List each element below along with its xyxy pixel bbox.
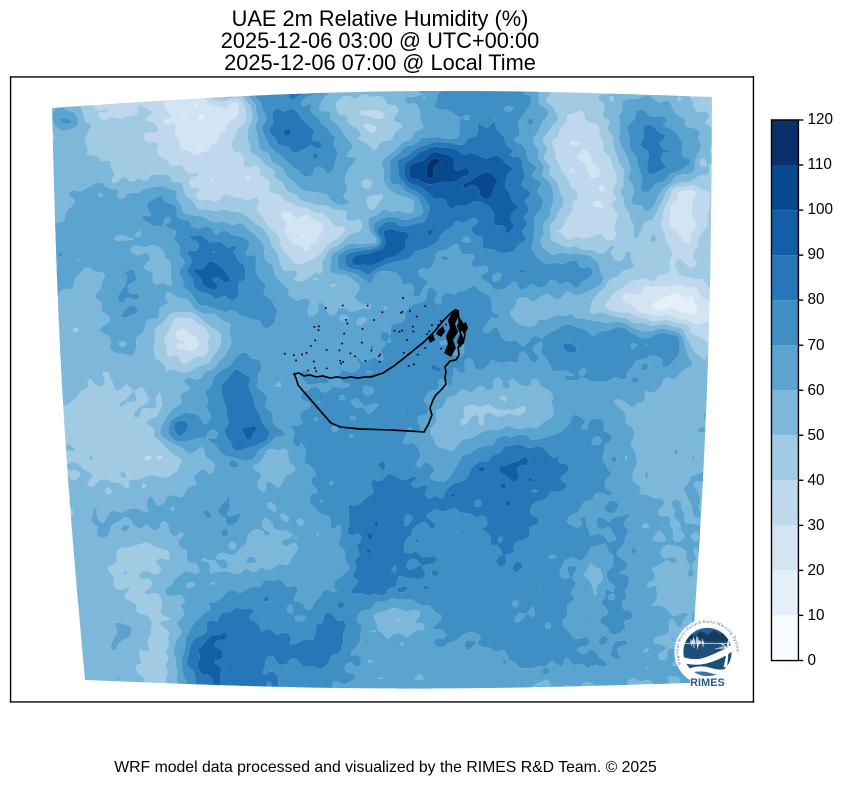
svg-text:RIMES: RIMES — [690, 677, 725, 689]
